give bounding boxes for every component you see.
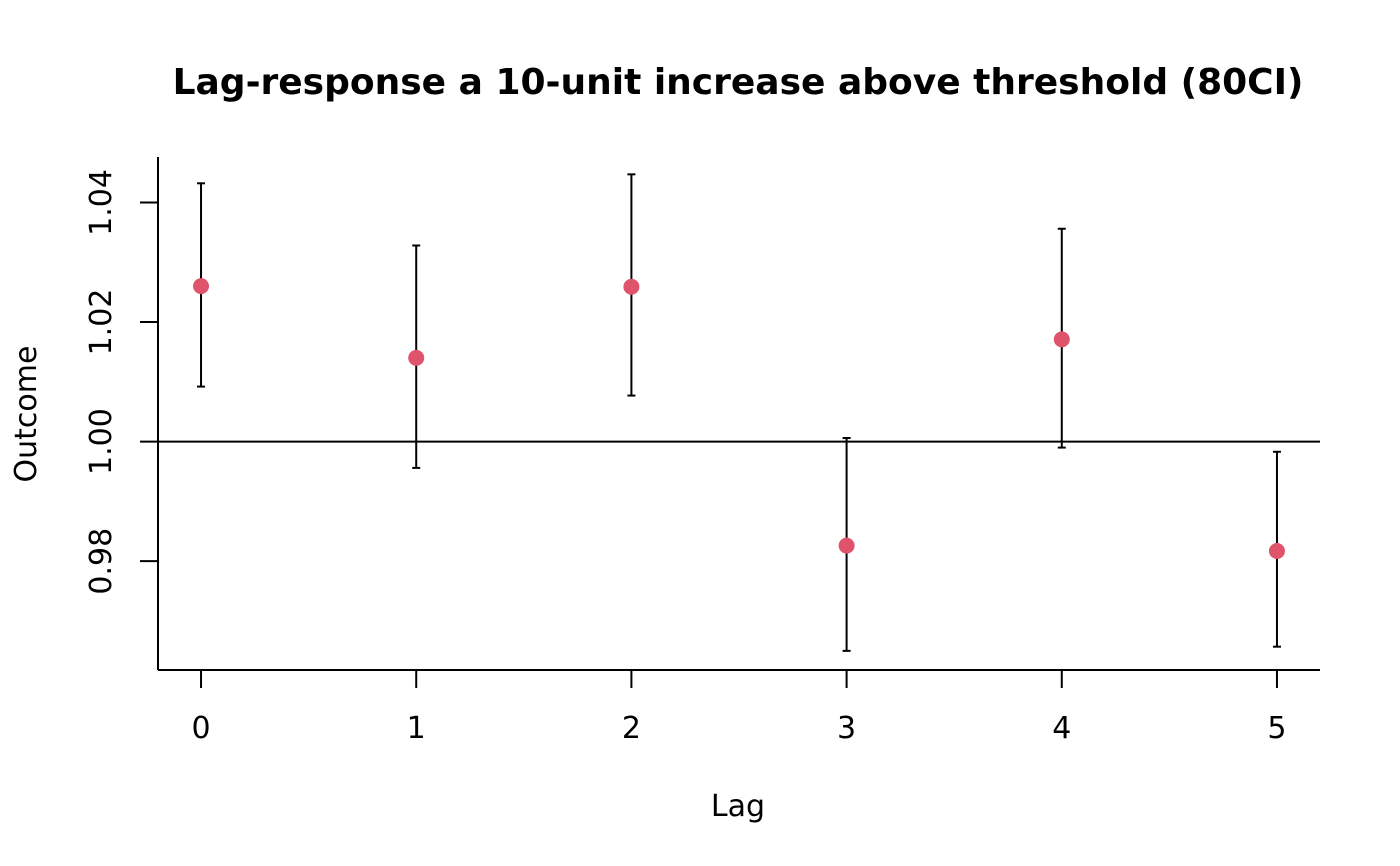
y-tick-label: 1.00 (84, 408, 119, 475)
x-tick-label: 4 (1052, 711, 1071, 746)
x-axis-label: Lag (711, 789, 765, 824)
estimate-point (193, 278, 210, 295)
point-layer (193, 278, 1285, 560)
y-tick-label: 1.04 (84, 169, 119, 236)
y-axis: 0.98 1.00 1.02 1.04 (84, 157, 159, 670)
error-bar-layer (197, 173, 1281, 652)
y-axis-label: Outcome (9, 346, 44, 483)
chart-title: Lag-response a 10-unit increase above th… (173, 62, 1304, 103)
x-tick-label: 0 (191, 711, 210, 746)
x-tick-label: 5 (1267, 711, 1286, 746)
estimate-point (1053, 331, 1070, 348)
x-axis: 0 1 2 3 4 5 (158, 669, 1320, 746)
x-tick-label: 1 (407, 711, 426, 746)
x-tick-label: 3 (837, 711, 856, 746)
estimate-point (623, 278, 640, 295)
estimate-point (838, 537, 855, 554)
y-tick-label: 1.02 (84, 289, 119, 356)
x-tick-label: 2 (622, 711, 641, 746)
estimate-point (1268, 543, 1285, 560)
y-tick-label: 0.98 (84, 528, 119, 595)
plot-area (158, 173, 1320, 652)
estimate-point (408, 349, 425, 366)
